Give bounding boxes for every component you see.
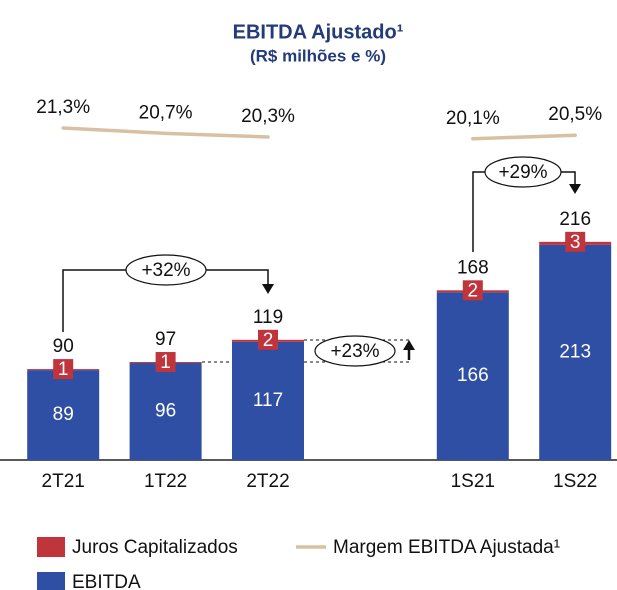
value-label-box (53, 359, 74, 380)
margin-label: 20,7% (139, 102, 193, 123)
value-label-box (462, 280, 483, 301)
x-tick-label: 2T22 (246, 471, 289, 492)
legend-label: Juros Capitalizados (72, 537, 238, 558)
chart-subtitle: (R$ milhões e %) (250, 46, 386, 65)
bar-segment (27, 370, 100, 460)
value-label-box (565, 231, 586, 252)
annotation-bubble (314, 335, 396, 367)
margin-label: 20,3% (241, 106, 295, 127)
value-label: 89 (53, 404, 74, 425)
annotation: +29% (498, 162, 547, 183)
total-label: 119 (253, 307, 283, 328)
value-label: 96 (155, 401, 176, 422)
bar-segment (129, 363, 202, 460)
x-tick-label: 1S21 (451, 471, 495, 492)
value-label-box (258, 329, 278, 350)
value-label: 166 (457, 365, 489, 386)
arrow-head (569, 184, 581, 194)
legend-swatch (37, 537, 65, 557)
bar-segment (232, 341, 304, 460)
value-label: 3 (570, 232, 581, 253)
arrow-head (262, 284, 274, 294)
legend-label: Margem EBITDA Ajustada¹ (333, 537, 560, 558)
bar-segment (539, 244, 612, 460)
chart-title: EBITDA Ajustado¹ (233, 21, 404, 43)
value-label: 2 (263, 330, 274, 351)
value-label: 1 (160, 352, 171, 373)
value-label-box (155, 352, 176, 373)
legend-label: EBITDA (72, 572, 141, 590)
bar-segment (436, 292, 509, 460)
arrow-head (403, 340, 415, 350)
total-label: 97 (155, 329, 176, 350)
annotation-bubble (484, 156, 562, 188)
legend-swatch (37, 572, 65, 590)
margin-line (61, 126, 270, 139)
annotation-bubble (125, 254, 207, 286)
margin-line (471, 133, 577, 141)
x-tick-label: 2T21 (42, 471, 85, 492)
value-label: 213 (559, 341, 591, 362)
total-label: 216 (559, 209, 591, 230)
annotation: +23% (330, 341, 379, 362)
value-label: 117 (253, 390, 283, 411)
total-label: 168 (457, 257, 489, 278)
margin-label: 20,1% (446, 108, 500, 129)
value-label: 2 (468, 280, 479, 301)
x-tick-label: 1S22 (553, 471, 597, 492)
margin-label: 21,3% (36, 97, 90, 118)
value-label: 1 (58, 359, 69, 380)
x-tick-label: 1T22 (144, 471, 187, 492)
total-label: 90 (53, 336, 74, 357)
annotation: +32% (141, 260, 190, 281)
margin-label: 20,5% (548, 104, 602, 125)
